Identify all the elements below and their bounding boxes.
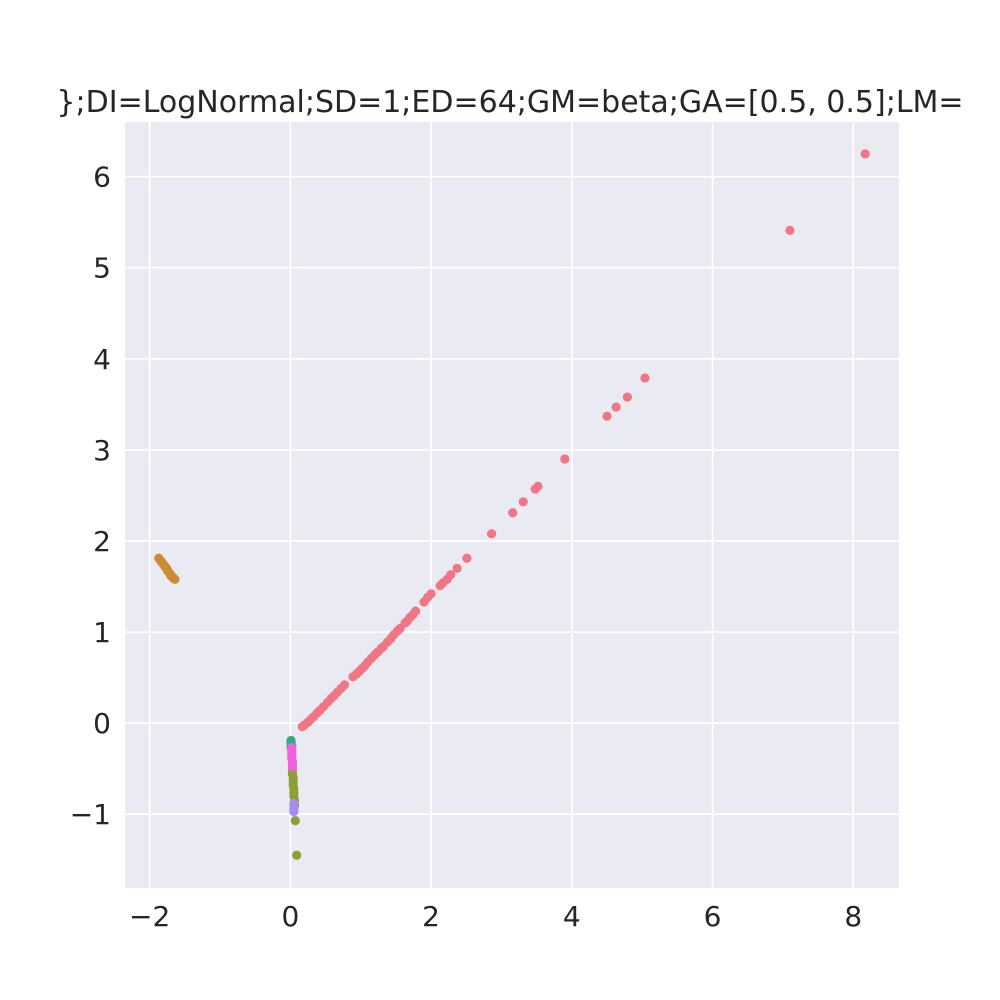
data-point [348, 672, 358, 682]
series-2 [154, 553, 180, 584]
chart-title: };DI=LogNormal;SD=1;ED=64;GM=beta;GA=[0.… [56, 85, 963, 120]
data-point [602, 411, 612, 421]
data-point [452, 563, 462, 573]
plot-area [125, 122, 899, 888]
data-point [530, 484, 540, 494]
x-tick-label: 4 [563, 900, 581, 933]
data-point [560, 454, 570, 464]
data-point [486, 529, 497, 539]
x-tick-label: 0 [281, 900, 299, 933]
x-tick-label: 2 [422, 900, 440, 933]
data-point [611, 402, 621, 412]
data-point [170, 574, 180, 584]
data-point [462, 553, 472, 563]
grid-lines [125, 122, 899, 888]
data-point [435, 581, 445, 591]
data-points [154, 149, 870, 860]
data-point [419, 597, 429, 607]
x-tick-label: 8 [844, 900, 862, 933]
data-point [287, 762, 298, 772]
y-axis: −1 0 1 2 3 4 5 6 [70, 161, 111, 832]
data-point [785, 225, 795, 235]
data-point [640, 373, 650, 383]
data-point [289, 798, 299, 808]
y-tick-label: −1 [70, 798, 111, 831]
series-6 [289, 798, 299, 817]
x-tick-label: −2 [129, 900, 170, 933]
y-tick-label: 3 [93, 434, 111, 467]
data-point [292, 850, 302, 860]
data-point [290, 815, 300, 826]
y-tick-label: 5 [93, 252, 111, 285]
y-tick-label: 6 [93, 161, 111, 194]
series-3 [287, 765, 302, 860]
y-tick-label: 2 [93, 525, 111, 558]
y-tick-label: 1 [93, 616, 111, 649]
data-point [860, 149, 870, 159]
x-tick-label: 6 [704, 900, 722, 933]
y-tick-label: 4 [93, 343, 111, 376]
x-axis: −2 0 2 4 6 8 [129, 900, 862, 933]
data-point [508, 508, 518, 518]
series-1 [297, 149, 870, 732]
series-7 [287, 743, 298, 772]
data-point [297, 722, 307, 732]
data-point [518, 497, 528, 507]
data-point [622, 392, 632, 402]
y-tick-label: 0 [93, 707, 111, 740]
